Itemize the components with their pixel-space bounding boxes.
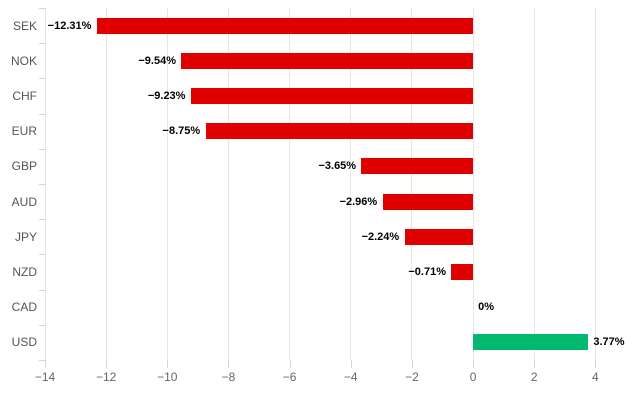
bar-nzd[interactable]	[451, 264, 474, 280]
category-label-gbp: GBP	[11, 159, 37, 174]
bar-nok[interactable]	[181, 52, 474, 69]
category-label-chf: CHF	[12, 88, 37, 103]
bar-usd[interactable]	[473, 334, 589, 351]
y-axis-tick	[39, 8, 45, 9]
x-axis-tick-label: 4	[592, 370, 599, 384]
y-axis-tick	[39, 149, 45, 150]
grid-line	[289, 8, 291, 360]
category-label-jpy: JPY	[14, 229, 37, 244]
bar-data-label: −9.54%	[138, 54, 176, 67]
grid-line	[533, 8, 535, 360]
bar-data-label: −12.31%	[47, 19, 92, 32]
grid-line	[227, 8, 229, 360]
x-axis-tick	[45, 360, 46, 368]
bar-data-label: 0%	[478, 301, 494, 314]
bar-chf[interactable]	[190, 88, 474, 104]
y-axis-tick	[39, 254, 45, 255]
y-axis-tick	[39, 114, 45, 115]
x-axis-tick	[106, 360, 108, 368]
x-axis-tick-label: −12	[95, 370, 117, 384]
grid-line	[472, 8, 474, 360]
category-label-usd: USD	[11, 335, 37, 350]
x-axis-tick-label: −6	[282, 370, 297, 384]
category-label-nok: NOK	[10, 53, 37, 68]
x-axis-tick	[473, 360, 475, 368]
grid-line	[411, 8, 413, 360]
category-label-nzd: NZD	[12, 264, 37, 279]
bar-aud[interactable]	[382, 193, 474, 210]
x-axis-tick	[289, 360, 291, 368]
y-axis-tick	[39, 184, 45, 185]
x-axis-tick-label: −2	[405, 370, 419, 384]
grid-line	[594, 8, 596, 360]
x-axis-tick-label: 2	[530, 370, 538, 384]
y-axis-tick	[39, 290, 45, 291]
y-axis-line	[45, 8, 46, 360]
x-axis-tick-label: −4	[343, 370, 358, 384]
x-axis-tick-label: −14	[34, 370, 56, 384]
x-axis-tick	[595, 360, 597, 368]
bar-eur[interactable]	[205, 123, 474, 140]
x-axis-tick-label: −8	[221, 370, 236, 384]
bar-data-label: −3.65%	[318, 160, 357, 173]
grid-line	[105, 8, 107, 360]
category-label-eur: EUR	[11, 124, 37, 139]
plot-area: −12.31% −9.54% −9.23% −8.75% −3.65% −2.96% −2.…	[44, 8, 625, 360]
bar-data-label: −8.75%	[162, 125, 201, 138]
bar-data-label: −2.24%	[361, 230, 400, 243]
y-axis-tick	[39, 78, 45, 79]
bar-gbp[interactable]	[361, 158, 474, 175]
category-label-cad: CAD	[11, 300, 37, 315]
y-axis-tick	[39, 43, 45, 44]
x-axis-tick	[167, 360, 169, 368]
x-axis-tick-label: 0	[469, 370, 477, 384]
y-axis-tick	[39, 360, 45, 361]
x-axis-tick	[534, 360, 536, 368]
x-axis-tick	[228, 360, 230, 368]
bar-jpy[interactable]	[404, 228, 474, 245]
x-axis-tick	[411, 360, 413, 368]
y-axis-tick	[39, 219, 45, 220]
grid-line	[350, 8, 352, 360]
category-label-aud: AUD	[11, 194, 37, 209]
category-label-sek: SEK	[12, 18, 37, 33]
bar-sek[interactable]	[96, 17, 474, 34]
x-axis-tick-label: −10	[157, 370, 178, 384]
x-axis-tick	[350, 360, 352, 368]
grid-line	[166, 8, 168, 360]
grid-line	[44, 8, 46, 360]
bar-data-label: 3.77%	[593, 336, 625, 349]
bar-data-label: −0.71%	[408, 265, 446, 278]
bar-data-label: −9.23%	[147, 89, 186, 102]
bar-data-label: −2.96%	[339, 195, 378, 208]
y-axis-tick	[39, 325, 45, 326]
